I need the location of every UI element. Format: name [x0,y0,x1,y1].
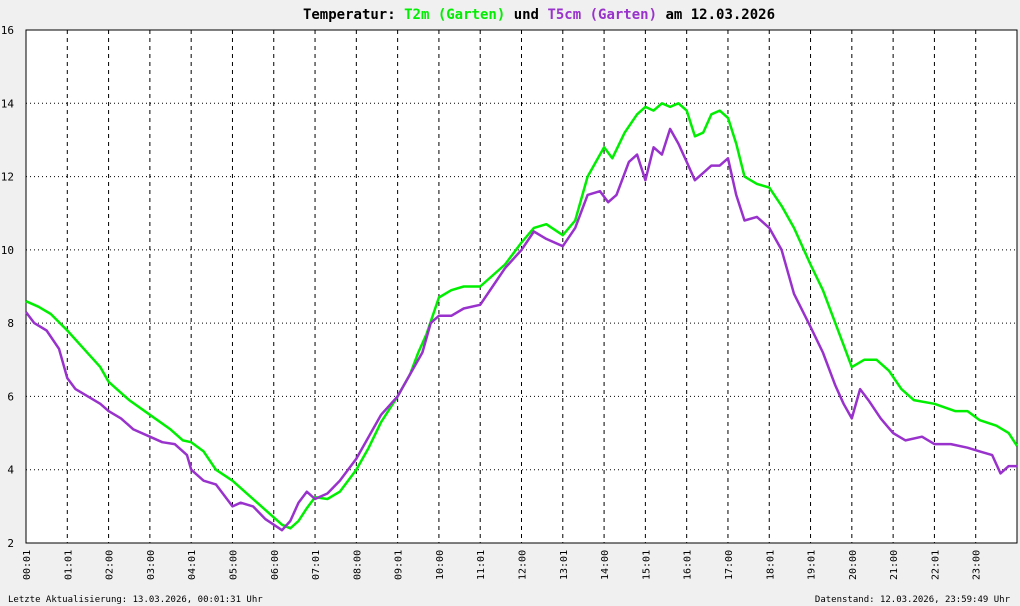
x-tick-label: 09:01 [394,550,405,580]
y-tick-label: 8 [7,317,14,330]
series-line-2 [25,127,1017,532]
title-series-2: T5cm (Garten) [547,7,657,23]
x-tick-label: 12:00 [518,550,529,580]
x-tick-label: 06:00 [270,550,281,580]
series-line-1 [25,102,1019,530]
x-tick-label: 16:01 [683,550,694,580]
footer-data-state: Datenstand: 12.03.2026, 23:59:49 Uhr [815,595,1011,605]
x-tick-label: 21:00 [889,550,900,580]
x-tick-label: 13:01 [559,550,570,580]
x-tick-label: 19:01 [807,550,818,580]
x-tick-label: 05:00 [228,550,239,580]
x-tick-label: 11:01 [476,550,487,580]
y-axis-labels: 2 4 6 8 10 12 14 16 [1,24,15,550]
x-tick-label: 22:01 [930,550,941,580]
x-tick-label: 18:01 [765,550,776,580]
y-tick-label: 4 [7,464,14,477]
x-tick-label: 14:00 [600,550,611,580]
y-tick-label: 6 [7,390,14,403]
x-tick-label: 15:01 [641,550,652,580]
x-tick-label: 04:01 [187,550,198,580]
chart-title: Temperatur: T2m (Garten) und T5cm (Garte… [303,7,775,23]
y-tick-label: 14 [1,97,15,110]
x-tick-label: 10:00 [435,550,446,580]
x-tick-label: 23:00 [972,550,983,580]
x-axis-labels: 00:01 01:01 02:00 03:00 04:01 05:00 06:00 07:01… [22,550,983,580]
x-tick-label: 01:01 [63,550,74,580]
footer-last-update: Letzte Aktualisierung: 13.03.2026, 00:01… [8,595,263,605]
title-prefix: Temperatur: [303,7,396,23]
x-tick-label: 02:00 [105,550,116,580]
x-tick-label: 03:00 [146,550,157,580]
title-connector: und [514,7,539,23]
x-tick-label: 07:01 [311,550,322,580]
series-lines [25,102,1019,532]
y-tick-label: 2 [7,537,14,550]
title-suffix: am 12.03.2026 [665,7,775,23]
x-tick-label: 17:00 [724,550,735,580]
x-tick-label: 08:00 [352,550,363,580]
x-tick-label: 20:00 [848,550,859,580]
y-tick-label: 12 [1,171,14,184]
x-tick-label: 00:01 [22,550,33,580]
y-tick-label: 10 [1,244,14,257]
y-tick-label: 16 [1,24,14,37]
title-series-1: T2m (Garten) [404,7,505,23]
